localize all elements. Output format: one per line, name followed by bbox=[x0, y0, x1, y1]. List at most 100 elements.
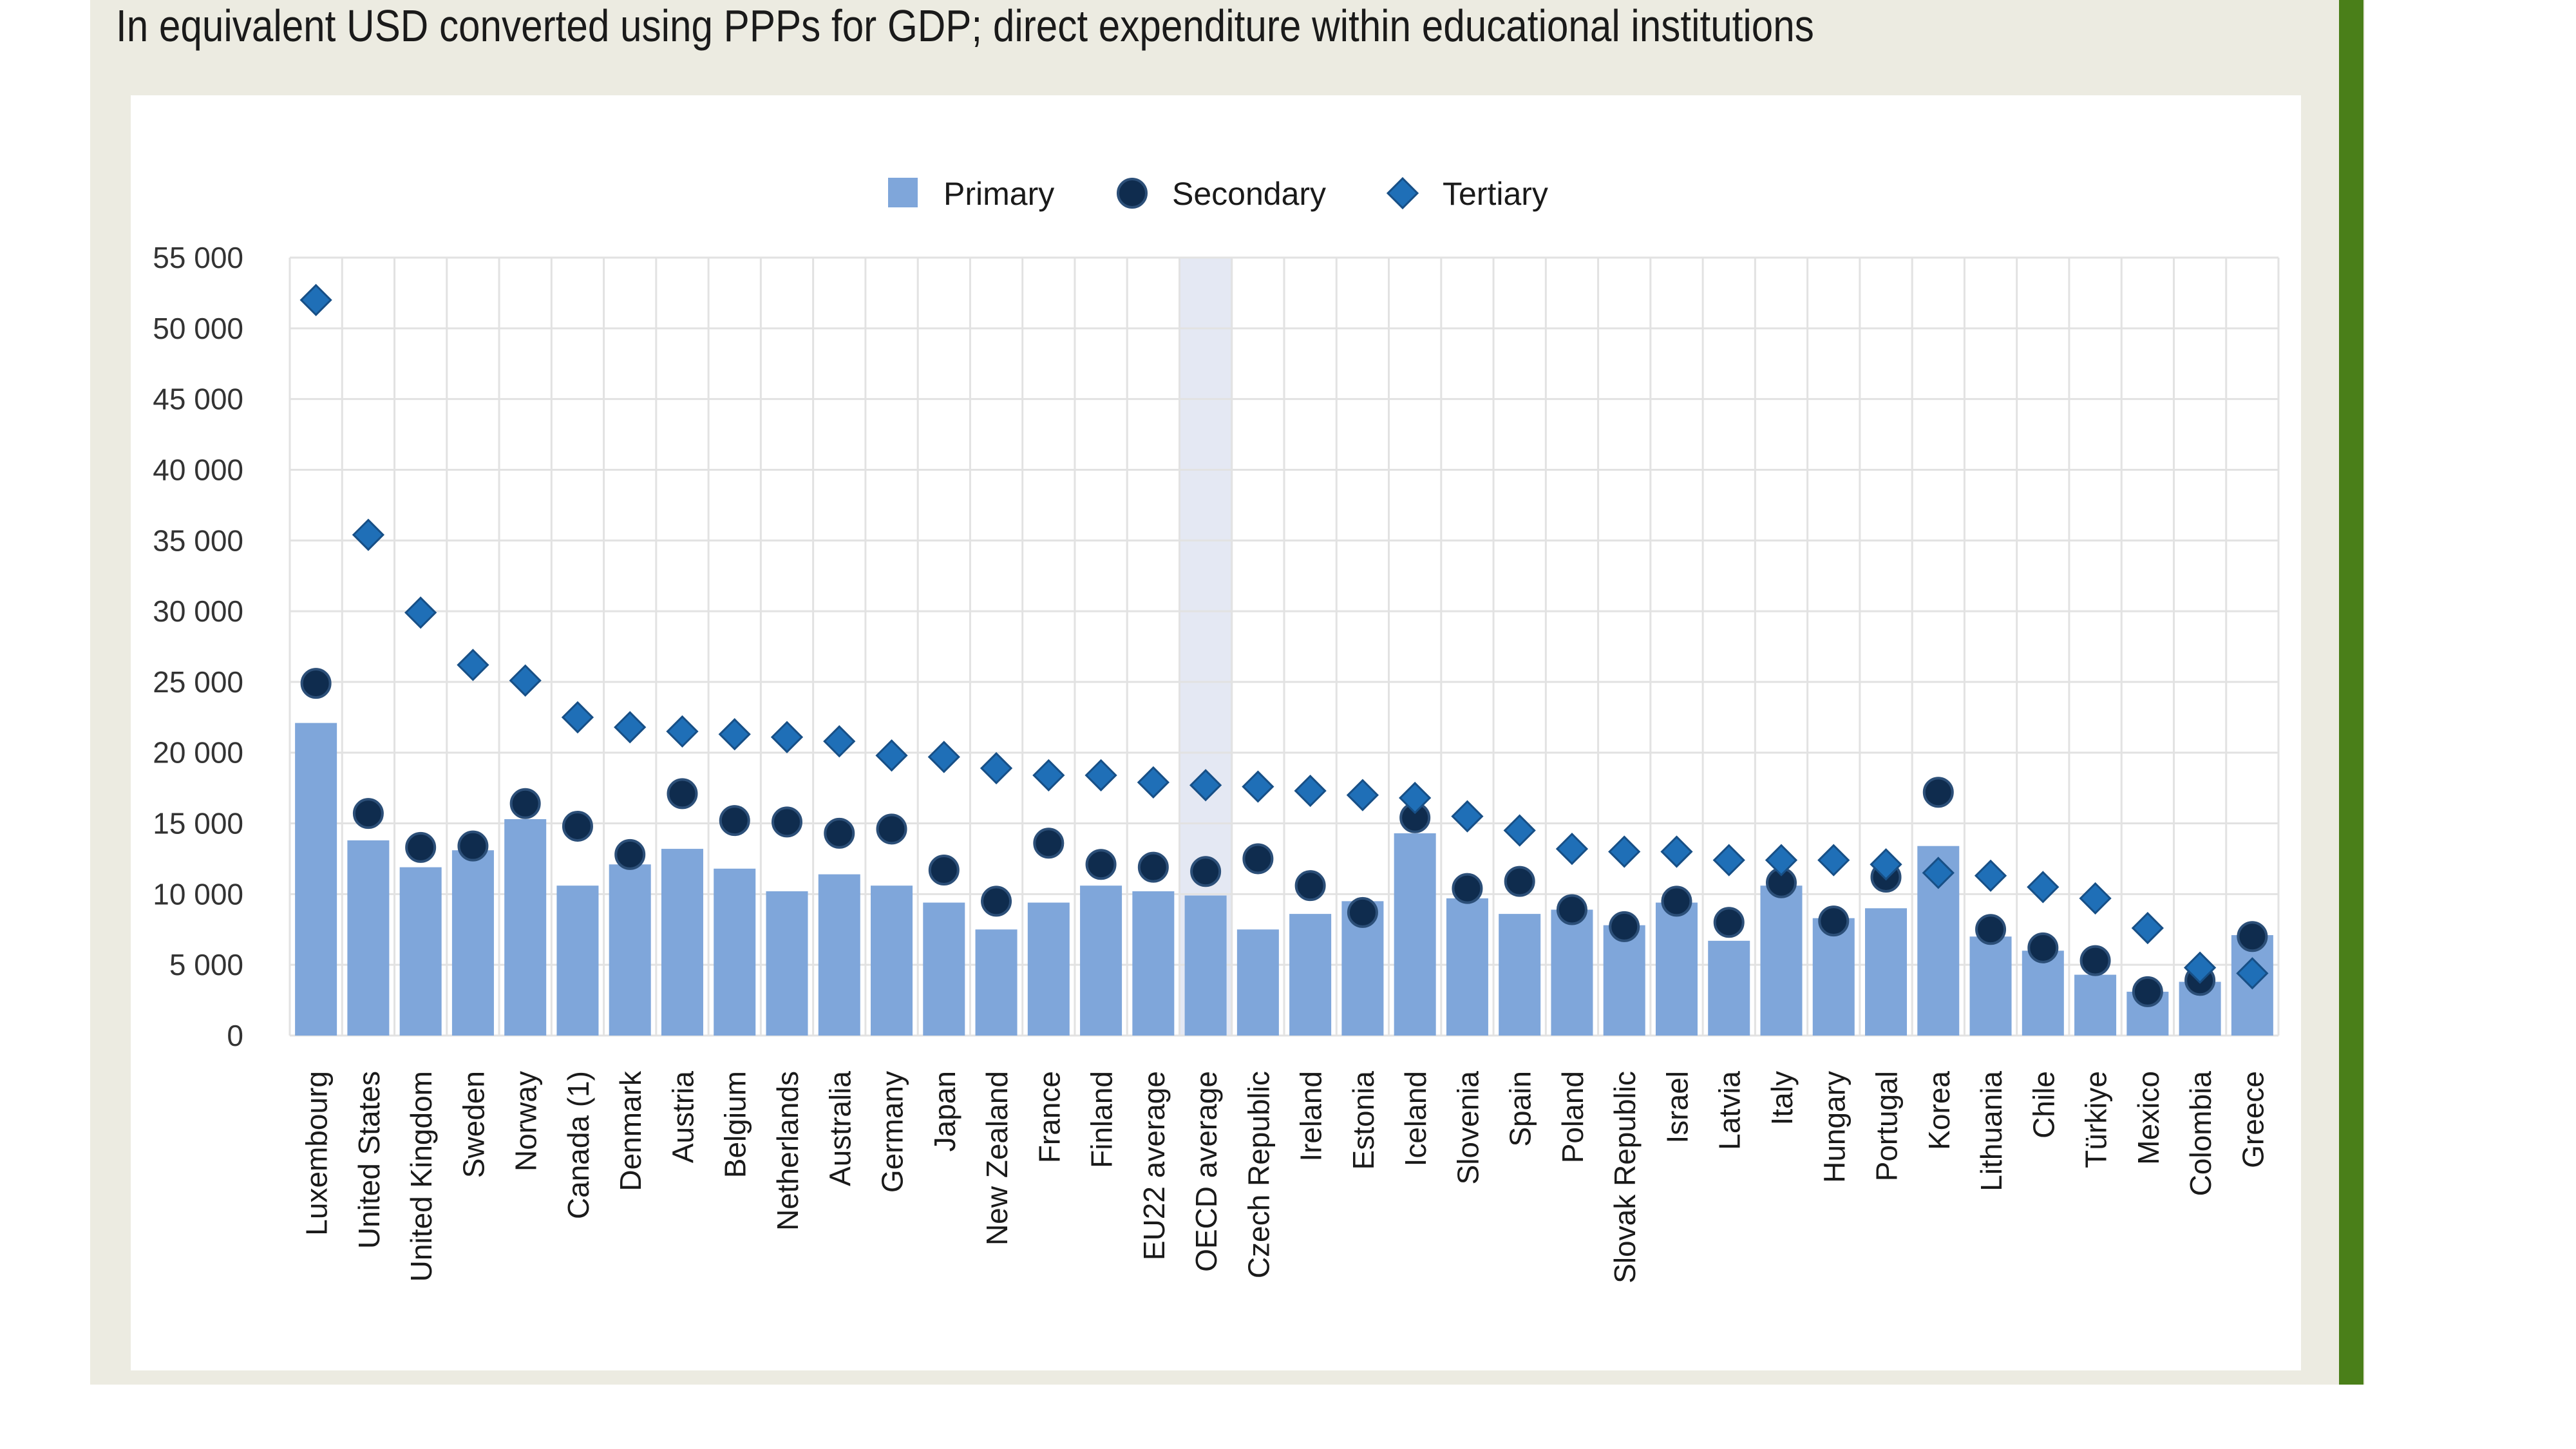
x-tick-label: Belgium bbox=[719, 1071, 752, 1178]
x-tick-label: Mexico bbox=[2132, 1071, 2165, 1165]
chart: 0 5 000 10 000 15 000 20 000 25 000 30 000 35 0… bbox=[153, 176, 2280, 1283]
point-tertiary bbox=[2236, 957, 2269, 990]
point-secondary bbox=[405, 831, 437, 863]
x-tick-label: Netherlands bbox=[771, 1071, 804, 1231]
bar-primary bbox=[1655, 902, 1698, 1036]
point-secondary bbox=[509, 788, 541, 819]
x-tick-label: EU22 average bbox=[1137, 1071, 1171, 1260]
point-tertiary bbox=[2079, 882, 2112, 915]
x-tick-label: France bbox=[1032, 1071, 1066, 1163]
point-tertiary bbox=[404, 596, 437, 629]
point-tertiary bbox=[2027, 871, 2060, 904]
point-tertiary bbox=[1503, 814, 1536, 847]
chart-panel: 0 5 000 10 000 15 000 20 000 25 000 30 000 35 0… bbox=[131, 95, 2301, 1370]
point-secondary bbox=[1818, 905, 1850, 937]
x-tick-label: Hungary bbox=[1817, 1071, 1851, 1183]
point-tertiary bbox=[1084, 759, 1117, 791]
point-secondary bbox=[1085, 849, 1117, 880]
point-tertiary bbox=[2131, 911, 2164, 945]
x-tick-label: Sweden bbox=[457, 1071, 490, 1178]
x-tick-label: Chile bbox=[2027, 1071, 2060, 1139]
x-tick-label: Czech Republic bbox=[1242, 1071, 1275, 1278]
bar-primary bbox=[1289, 914, 1332, 1036]
point-tertiary bbox=[718, 718, 751, 751]
point-secondary bbox=[1713, 907, 1745, 938]
point-tertiary bbox=[1032, 759, 1065, 791]
point-tertiary bbox=[1294, 774, 1327, 808]
bar-primary bbox=[2022, 951, 2064, 1036]
bar-primary bbox=[1812, 918, 1855, 1036]
point-tertiary bbox=[457, 649, 489, 681]
chart-subtitle: In equivalent USD converted using PPPs f… bbox=[116, 1, 1814, 51]
point-secondary bbox=[2132, 976, 2163, 1007]
x-tick-label: Norway bbox=[509, 1071, 543, 1171]
point-tertiary bbox=[299, 283, 332, 317]
bar-primary bbox=[399, 867, 442, 1036]
x-tick-label: Austria bbox=[666, 1071, 699, 1164]
point-tertiary bbox=[1137, 766, 1170, 799]
point-secondary bbox=[2237, 921, 2268, 952]
point-tertiary bbox=[509, 664, 542, 697]
point-secondary bbox=[2027, 932, 2059, 963]
x-tick-label: Korea bbox=[1922, 1071, 1956, 1150]
point-tertiary bbox=[1712, 844, 1745, 876]
bar-primary bbox=[504, 819, 547, 1036]
bar-primary bbox=[347, 840, 390, 1036]
x-tick-label: Canada (1) bbox=[562, 1071, 595, 1219]
point-tertiary bbox=[770, 721, 804, 753]
bar-primary bbox=[1708, 940, 1750, 1036]
bar-primary bbox=[451, 850, 494, 1036]
x-tick-label: Italy bbox=[1765, 1071, 1799, 1125]
point-tertiary bbox=[1451, 800, 1484, 833]
point-secondary bbox=[1190, 856, 1222, 887]
bar-primary bbox=[766, 891, 808, 1036]
point-tertiary bbox=[561, 701, 594, 734]
x-tick-label: Iceland bbox=[1399, 1071, 1432, 1166]
point-secondary bbox=[1609, 911, 1640, 942]
point-secondary bbox=[772, 806, 802, 838]
point-secondary bbox=[981, 886, 1012, 917]
y-tick-label: 10 000 bbox=[153, 877, 243, 911]
bar-primary bbox=[923, 902, 965, 1036]
accent-bar bbox=[2339, 0, 2363, 1385]
point-tertiary bbox=[614, 711, 647, 744]
x-tick-label: United States bbox=[352, 1071, 386, 1249]
x-tick-label: Australia bbox=[823, 1071, 857, 1186]
y-tick-label: 45 000 bbox=[153, 383, 243, 416]
x-tick-label: Greece bbox=[2236, 1071, 2269, 1168]
point-tertiary bbox=[1922, 857, 1955, 889]
point-tertiary bbox=[1346, 779, 1379, 811]
bar-primary bbox=[818, 874, 860, 1036]
x-tick-label: Portugal bbox=[1870, 1071, 1904, 1181]
point-tertiary bbox=[823, 725, 856, 758]
x-tick-label: Luxembourg bbox=[300, 1071, 334, 1236]
bar-primary bbox=[1184, 895, 1227, 1036]
point-tertiary bbox=[980, 752, 1013, 785]
point-tertiary bbox=[352, 518, 385, 551]
bar-primary bbox=[1446, 898, 1488, 1036]
x-tick-label: Slovak Republic bbox=[1608, 1071, 1642, 1283]
legend-swatch-secondary bbox=[1117, 178, 1148, 209]
bar-primary bbox=[609, 864, 651, 1036]
point-secondary bbox=[1556, 894, 1587, 925]
point-secondary bbox=[352, 798, 384, 829]
x-tick-label: Colombia bbox=[2184, 1071, 2217, 1197]
point-tertiary bbox=[875, 739, 908, 772]
y-tick-label: 25 000 bbox=[153, 665, 243, 699]
x-tick-label: Denmark bbox=[614, 1070, 647, 1191]
legend-label: Secondary bbox=[1172, 176, 1326, 212]
legend-label: Tertiary bbox=[1443, 176, 1548, 212]
point-secondary bbox=[1137, 851, 1169, 883]
bar-primary bbox=[1236, 929, 1279, 1036]
point-secondary bbox=[1294, 870, 1326, 902]
x-tick-label: Japan bbox=[928, 1071, 961, 1151]
bar-primary bbox=[714, 868, 756, 1036]
x-tick-label: OECD average bbox=[1189, 1071, 1223, 1272]
bar-primary bbox=[975, 929, 1018, 1036]
point-tertiary bbox=[2183, 951, 2217, 984]
bar-primary bbox=[1027, 902, 1070, 1036]
point-secondary bbox=[614, 838, 646, 870]
point-tertiary bbox=[666, 715, 699, 748]
bar-primary bbox=[661, 849, 703, 1036]
point-secondary bbox=[824, 817, 855, 849]
